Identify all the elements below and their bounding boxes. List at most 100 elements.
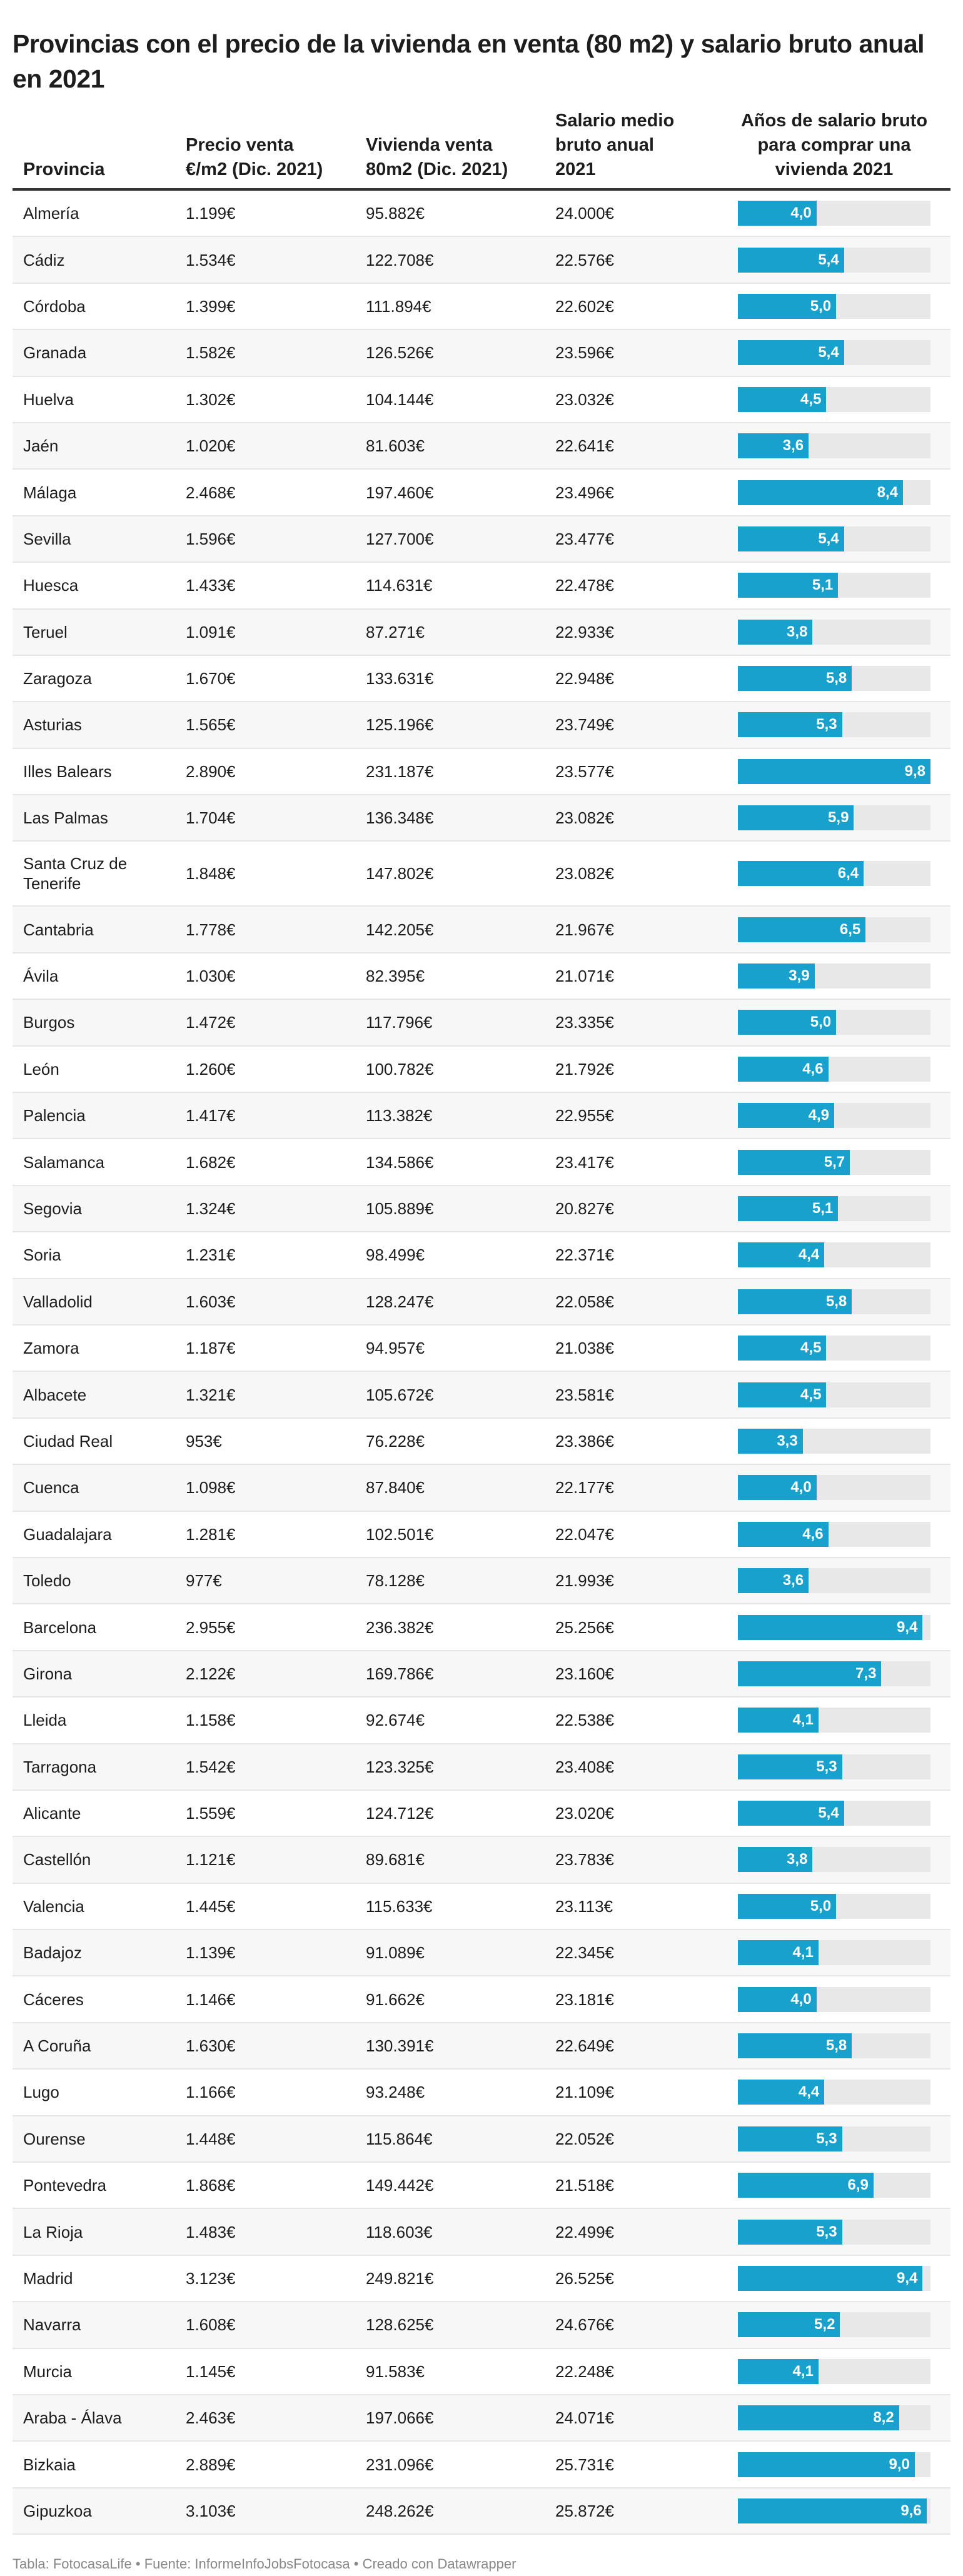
- years-bar-label: 4,6: [802, 1525, 824, 1542]
- price-m2-cell: 1.030€: [186, 967, 236, 986]
- years-bar: 5,0: [738, 1010, 837, 1035]
- years-bar-label: 3,8: [787, 623, 808, 640]
- years-bar-label: 4,4: [798, 1246, 820, 1264]
- table-row: Granada 1.582€ 126.526€ 23.596€ 5,4: [13, 330, 950, 377]
- years-bar: 5,4: [738, 1801, 844, 1826]
- house-price-cell: 117.796€: [366, 1013, 433, 1032]
- years-bar-label: 3,6: [782, 1572, 804, 1589]
- house-price-cell: 248.262€: [366, 2501, 434, 2520]
- province-cell: Madrid: [23, 2268, 73, 2288]
- salary-cell: 23.408€: [555, 1757, 614, 1776]
- years-bar: 5,1: [738, 573, 839, 598]
- house-price-cell: 133.631€: [366, 669, 434, 688]
- years-bar: 4,6: [738, 1521, 829, 1547]
- years-bar-label: 4,0: [790, 1479, 812, 1496]
- footer-credits: Tabla: FotocasaLife • Fuente: InformeInf…: [13, 2556, 517, 2572]
- column-header-2[interactable]: Vivienda venta 80m2 (Dic. 2021): [366, 135, 508, 179]
- province-cell: Córdoba: [23, 296, 86, 316]
- house-price-cell: 122.708€: [366, 250, 434, 269]
- table-row: Cantabria 1.778€ 142.205€ 21.967€ 6,5: [13, 907, 950, 953]
- years-bar: 5,0: [738, 1893, 837, 1919]
- table-row: Valencia 1.445€ 115.633€ 23.113€ 5,0: [13, 1884, 950, 1931]
- years-bar: 5,8: [738, 1289, 852, 1314]
- salary-cell: 23.577€: [555, 762, 614, 781]
- price-m2-cell: 1.542€: [186, 1757, 236, 1776]
- table-row: Madrid 3.123€ 249.821€ 26.525€ 9,4: [13, 2256, 950, 2303]
- price-m2-cell: 3.103€: [186, 2501, 236, 2520]
- province-cell: Gipuzkoa: [23, 2501, 92, 2520]
- table-row: Ciudad Real 953€ 76.228€ 23.386€ 3,3: [13, 1419, 950, 1466]
- salary-cell: 21.967€: [555, 920, 614, 939]
- salary-cell: 20.827€: [555, 1199, 614, 1218]
- years-bar: 8,4: [738, 480, 903, 505]
- years-bar: 4,1: [738, 1940, 819, 1966]
- years-bar-label: 5,0: [810, 1014, 832, 1031]
- salary-cell: 22.248€: [555, 2362, 614, 2381]
- province-cell: Huesca: [23, 576, 79, 595]
- house-price-cell: 115.633€: [366, 1896, 433, 1916]
- salary-cell: 23.581€: [555, 1385, 614, 1404]
- price-m2-cell: 2.890€: [186, 762, 236, 781]
- table-row: Guadalajara 1.281€ 102.501€ 22.047€ 4,6: [13, 1512, 950, 1558]
- price-m2-cell: 1.472€: [186, 1013, 236, 1032]
- years-bar-label: 8,4: [877, 483, 898, 501]
- years-bar-label: 5,1: [812, 576, 834, 594]
- salary-cell: 22.602€: [555, 296, 614, 316]
- years-bar-track: 5,4: [738, 1801, 930, 1826]
- years-bar: 8,2: [738, 2405, 899, 2431]
- salary-cell: 21.038€: [555, 1339, 614, 1358]
- salary-cell: 24.071€: [555, 2408, 614, 2428]
- years-bar-label: 5,0: [810, 297, 832, 314]
- price-m2-cell: 1.166€: [186, 2083, 236, 2102]
- house-price-cell: 89.681€: [366, 1850, 425, 1869]
- years-bar-track: 4,0: [738, 201, 930, 226]
- years-bar: 4,5: [738, 1382, 827, 1407]
- years-bar-track: 6,5: [738, 917, 930, 942]
- years-bar-track: 8,2: [738, 2405, 930, 2431]
- table-row: Bizkaia 2.889€ 231.096€ 25.731€ 9,0: [13, 2442, 950, 2488]
- salary-cell: 22.177€: [555, 1478, 614, 1497]
- years-bar-label: 5,3: [816, 716, 837, 733]
- province-cell: Zamora: [23, 1339, 79, 1358]
- column-header-0[interactable]: Provincia: [23, 159, 105, 179]
- years-bar-track: 4,1: [738, 1708, 930, 1733]
- years-bar: 9,4: [738, 1614, 923, 1640]
- years-bar-track: 4,5: [738, 1336, 930, 1361]
- province-cell: Huelva: [23, 390, 74, 409]
- province-cell: Bizkaia: [23, 2455, 76, 2474]
- price-m2-cell: 1.324€: [186, 1199, 236, 1218]
- column-header-4[interactable]: Años de salario bruto para comprar una v…: [740, 111, 928, 179]
- house-price-cell: 124.712€: [366, 1804, 434, 1823]
- province-cell: Cuenca: [23, 1478, 79, 1497]
- table-row: Jaén 1.020€ 81.603€ 22.641€ 3,6: [13, 423, 950, 470]
- salary-cell: 22.058€: [555, 1292, 614, 1311]
- price-m2-cell: 1.231€: [186, 1245, 236, 1265]
- page-title: Provincias con el precio de la vivienda …: [13, 29, 925, 93]
- price-m2-cell: 1.603€: [186, 1292, 236, 1311]
- house-price-cell: 95.882€: [366, 204, 425, 223]
- province-cell: Guadalajara: [23, 1524, 112, 1544]
- price-m2-cell: 1.565€: [186, 715, 236, 735]
- house-price-cell: 114.631€: [366, 576, 433, 595]
- house-price-cell: 147.802€: [366, 864, 434, 883]
- years-bar-label: 5,3: [816, 2130, 837, 2147]
- years-bar-track: 5,1: [738, 1196, 930, 1221]
- table-row: Sevilla 1.596€ 127.700€ 23.477€ 5,4: [13, 516, 950, 563]
- province-cell: Barcelona: [23, 1618, 97, 1637]
- table-row: Cádiz 1.534€ 122.708€ 22.576€ 5,4: [13, 237, 950, 284]
- column-header-3[interactable]: Salario medio bruto anual 2021: [555, 111, 675, 179]
- table-row: Almería 1.199€ 95.882€ 24.000€ 4,0: [13, 191, 950, 238]
- years-bar-label: 9,4: [897, 2269, 918, 2287]
- province-cell: Ávila: [23, 967, 59, 986]
- column-header-1[interactable]: Precio venta €/m2 (Dic. 2021): [186, 135, 323, 179]
- province-cell: A Coruña: [23, 2036, 91, 2056]
- province-cell: Ciudad Real: [23, 1431, 113, 1451]
- province-cell: Zaragoza: [23, 669, 92, 688]
- salary-cell: 22.538€: [555, 1711, 614, 1730]
- years-bar-label: 4,1: [792, 2362, 814, 2380]
- years-bar-track: 9,4: [738, 1614, 930, 1640]
- table-row: Illes Balears 2.890€ 231.187€ 23.577€ 9,8: [13, 749, 950, 796]
- table-row: Asturias 1.565€ 125.196€ 23.749€ 5,3: [13, 702, 950, 749]
- years-bar-label: 5,2: [814, 2316, 835, 2333]
- years-bar: 5,1: [738, 1196, 839, 1221]
